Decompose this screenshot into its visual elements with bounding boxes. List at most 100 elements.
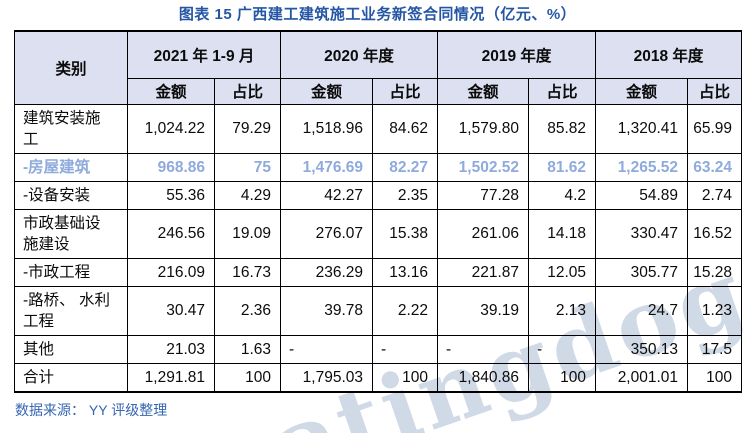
- cell-value: 1,024.22: [127, 103, 215, 154]
- cell-value: 350.13: [595, 334, 689, 364]
- cell-value: 42.27: [280, 180, 373, 210]
- cell-value: 24.7: [595, 285, 689, 336]
- cell-value: 17.5: [687, 334, 743, 364]
- cell-value: 100: [214, 362, 281, 392]
- table-row: -房屋建筑 968.86 75 1,476.69 82.27 1,502.52 81.62 1…: [14, 152, 743, 182]
- table-header-row-subheaders: 金额 占比 金额 占比 金额 占比 金额 占比: [15, 77, 743, 105]
- cell-value: 1,795.03: [280, 362, 373, 392]
- cell-value: 39.78: [280, 285, 373, 336]
- cell-value: 65.99: [687, 103, 743, 154]
- cell-value: 81.62: [528, 152, 597, 182]
- table-row: 合计 1,291.81 100 1,795.03 100 1,840.86 100 2,001…: [14, 362, 743, 392]
- row-label: 市政基础设施建设: [14, 208, 128, 259]
- subheader-amount: 金额: [595, 77, 689, 105]
- subheader-share: 占比: [528, 77, 597, 105]
- cell-value: 100: [371, 362, 439, 392]
- cell-value: 21.03: [127, 334, 215, 364]
- cell-value: 84.62: [371, 103, 439, 154]
- col-header-2021: 2021 年 1-9 月: [127, 30, 281, 79]
- subheader-share: 占比: [371, 77, 439, 105]
- cell-value: 1,518.96: [280, 103, 373, 154]
- cell-value: 2.22: [371, 285, 439, 336]
- cell-value: 216.09: [127, 257, 215, 287]
- subheader-amount: 金额: [437, 77, 530, 105]
- cell-value: 82.27: [371, 152, 439, 182]
- cell-value: 16.52: [687, 208, 743, 259]
- subheader-amount: 金额: [127, 77, 215, 105]
- cell-value: 16.73: [214, 257, 281, 287]
- col-header-2020: 2020 年度: [279, 30, 439, 79]
- cell-value: 1.63: [214, 334, 281, 364]
- cell-value: 13.16: [371, 257, 439, 287]
- table-row: -路桥、 水利工程 30.47 2.36 39.78 2.22 39.19 2.13 24.7…: [14, 285, 743, 336]
- cell-value: 1,265.52: [595, 152, 689, 182]
- cell-value: -: [528, 334, 597, 364]
- cell-value: 12.05: [528, 257, 597, 287]
- row-label: 合计: [14, 362, 128, 392]
- cell-value: 1,502.52: [437, 152, 530, 182]
- cell-value: 100: [687, 362, 743, 392]
- cell-value: 85.82: [528, 103, 597, 154]
- col-header-2018: 2018 年度: [595, 30, 743, 79]
- subheader-amount: 金额: [280, 77, 373, 105]
- cell-value: 1,579.80: [437, 103, 530, 154]
- data-source-note: 数据来源： YY 评级整理: [15, 401, 168, 418]
- subheader-share: 占比: [687, 77, 743, 105]
- cell-value: 2.13: [528, 285, 597, 336]
- row-label: -设备安装: [14, 180, 128, 210]
- cell-value: 2.74: [687, 180, 743, 210]
- cell-value: 100: [528, 362, 597, 392]
- cell-value: 1,291.81: [127, 362, 215, 392]
- table-row: 市政基础设施建设 246.56 19.09 276.07 15.38 261.06 14.1…: [14, 208, 743, 259]
- cell-value: -: [280, 334, 373, 364]
- table-row: -市政工程 216.09 16.73 236.29 13.16 221.87 12.05 30…: [14, 257, 743, 287]
- table-header-row-periods: 类别 2021 年 1-9 月 2020 年度 2019 年度 2018 年度: [14, 30, 743, 105]
- page-title: 图表 15 广西建工建筑施工业务新签合同情况（亿元、%）: [178, 6, 577, 23]
- cell-value: 246.56: [127, 208, 215, 259]
- cell-value: 19.09: [214, 208, 281, 259]
- cell-value: 15.38: [371, 208, 439, 259]
- cell-value: 2.36: [214, 285, 281, 336]
- col-header-category: 类别: [14, 30, 128, 105]
- cell-value: 14.18: [528, 208, 597, 259]
- subheader-share: 占比: [214, 77, 281, 105]
- table-row: 其他 21.03 1.63- - - -350.13 17.5: [14, 334, 743, 364]
- cell-value: 55.36: [127, 180, 215, 210]
- row-label: -房屋建筑: [14, 152, 128, 182]
- table-body: 建筑安装施工 1,024.22 79.29 1,518.96 84.62 1,579.80…: [14, 103, 743, 392]
- cell-value: 1,320.41: [595, 103, 689, 154]
- cell-value: 2,001.01: [595, 362, 689, 392]
- cell-value: 1,476.69: [280, 152, 373, 182]
- cell-value: 221.87: [437, 257, 530, 287]
- cell-value: 4.29: [214, 180, 281, 210]
- cell-value: -: [371, 334, 439, 364]
- cell-value: 276.07: [280, 208, 373, 259]
- cell-value: 1.23: [687, 285, 743, 336]
- table-header: 类别 2021 年 1-9 月 2020 年度 2019 年度 2018 年度 …: [14, 30, 743, 105]
- cell-value: 77.28: [437, 180, 530, 210]
- row-label: -路桥、 水利工程: [14, 285, 128, 336]
- cell-value: 39.19: [437, 285, 530, 336]
- col-header-2019: 2019 年度: [437, 30, 597, 79]
- cell-value: 79.29: [214, 103, 281, 154]
- cell-value: 63.24: [687, 152, 743, 182]
- cell-value: 4.2: [528, 180, 597, 210]
- cell-value: 30.47: [127, 285, 215, 336]
- cell-value: 305.77: [595, 257, 689, 287]
- row-label: -市政工程: [14, 257, 128, 287]
- cell-value: 15.28: [687, 257, 743, 287]
- cell-value: 1,840.86: [437, 362, 530, 392]
- cell-value: 236.29: [280, 257, 373, 287]
- cell-value: 330.47: [595, 208, 689, 259]
- table-row: 建筑安装施工 1,024.22 79.29 1,518.96 84.62 1,579.80…: [14, 103, 743, 154]
- new-contracts-table: 类别 2021 年 1-9 月 2020 年度 2019 年度 2018 年度 …: [14, 30, 743, 393]
- cell-value: 75: [214, 152, 281, 182]
- cell-value: 968.86: [127, 152, 215, 182]
- cell-value: -: [437, 334, 530, 364]
- cell-value: 54.89: [595, 180, 689, 210]
- cell-value: 261.06: [437, 208, 530, 259]
- row-label: 建筑安装施工: [14, 103, 128, 154]
- cell-value: 2.35: [371, 180, 439, 210]
- row-label: 其他: [14, 334, 128, 364]
